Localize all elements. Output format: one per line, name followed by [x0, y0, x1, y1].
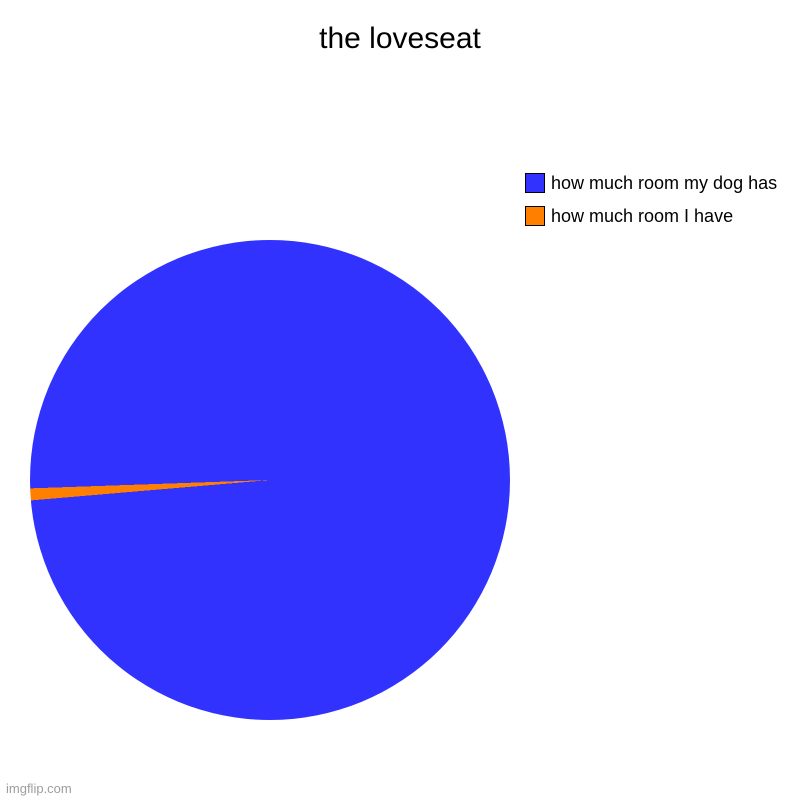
- legend-item-dog: how much room my dog has: [525, 172, 785, 195]
- legend-swatch-dog: [525, 173, 545, 193]
- pie-surface: [30, 240, 510, 720]
- chart-title: the loveseat: [0, 22, 800, 56]
- legend: how much room my dog has how much room I…: [525, 172, 785, 237]
- legend-swatch-me: [525, 206, 545, 226]
- legend-item-me: how much room I have: [525, 205, 785, 228]
- watermark: imgflip.com: [6, 781, 72, 796]
- legend-label-me: how much room I have: [551, 205, 733, 228]
- pie-chart: [30, 240, 510, 720]
- legend-label-dog: how much room my dog has: [551, 172, 777, 195]
